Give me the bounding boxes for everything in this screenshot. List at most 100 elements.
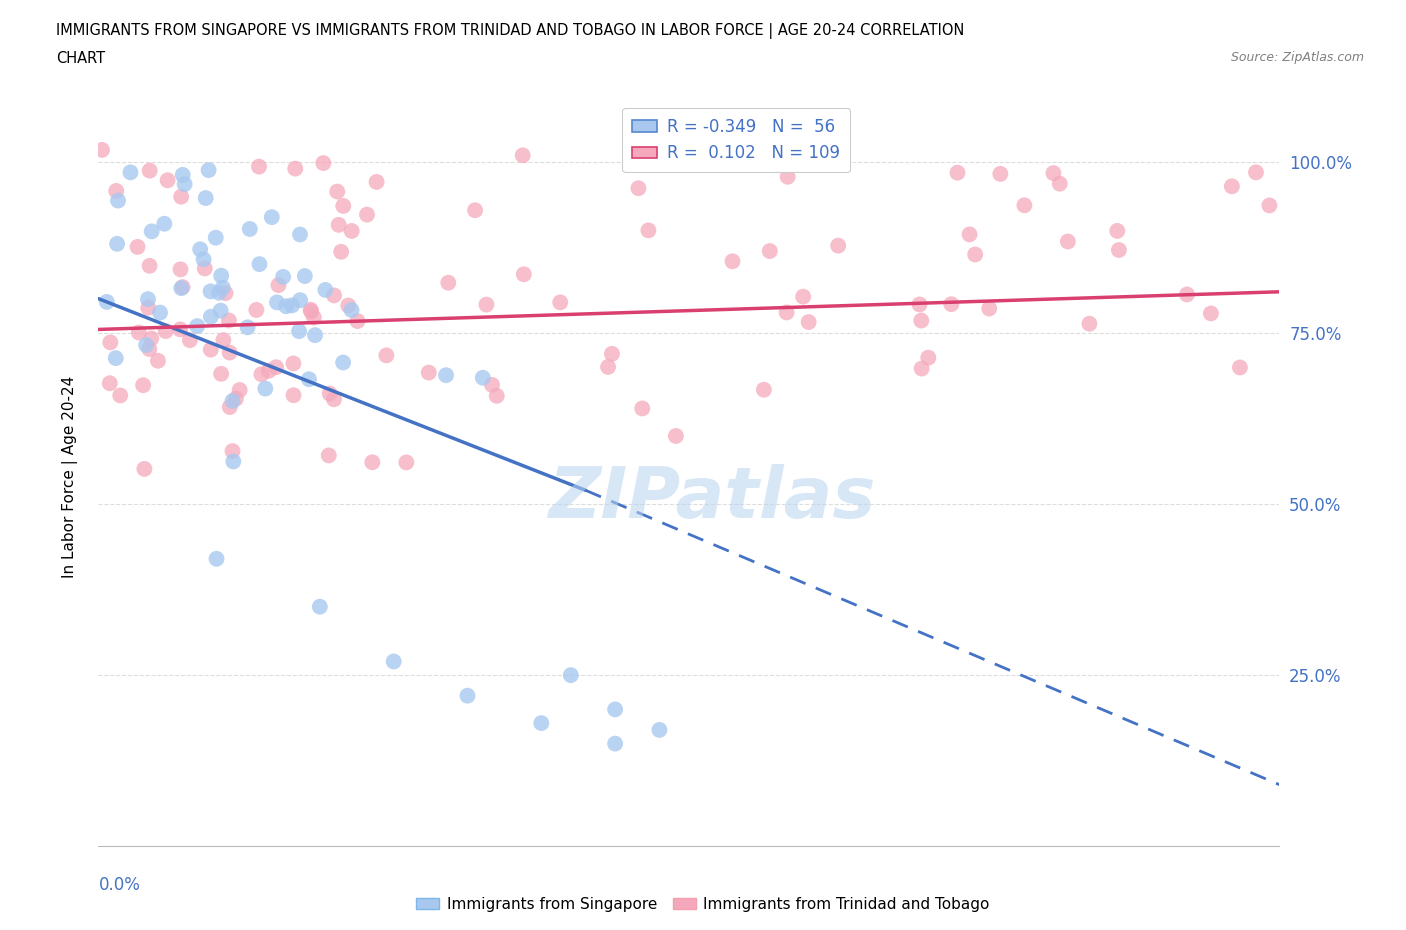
Point [648,723,671,737]
Point [254,381,277,396]
Point [281,298,304,312]
Point [337,298,360,312]
Point [169,322,191,337]
Point [138,163,160,178]
Point [309,599,332,614]
Point [605,702,627,717]
Point [600,346,623,361]
Point [218,345,240,360]
Point [141,224,163,239]
Point [941,297,963,312]
Point [156,173,179,188]
Point [908,297,931,312]
Point [146,353,169,368]
Point [792,289,814,304]
Point [560,668,582,683]
Point [471,370,494,385]
Point [186,319,208,334]
Point [136,292,159,307]
Point [209,268,232,283]
Point [299,302,322,317]
Point [91,142,114,157]
Point [605,737,627,751]
Point [197,163,219,178]
Point [172,167,194,182]
Point [1014,198,1036,213]
Point [236,320,259,335]
Point [127,239,149,254]
Point [188,242,211,257]
Point [267,278,290,293]
Point [284,161,307,176]
Point [299,304,322,319]
Point [135,338,157,352]
Point [481,378,503,392]
Point [946,166,969,180]
Point [155,324,177,339]
Point [134,461,156,476]
Point [221,444,243,458]
Point [457,688,479,703]
Text: 0.0%: 0.0% [98,876,141,894]
Point [132,378,155,392]
Point [752,382,775,397]
Point [107,193,129,208]
Text: ZIPatlas: ZIPatlas [548,464,876,533]
Point [655,144,678,159]
Point [200,342,222,357]
Point [221,393,243,408]
Point [170,281,193,296]
Point [1078,316,1101,331]
Point [211,280,233,295]
Text: IMMIGRANTS FROM SINGAPORE VS IMMIGRANTS FROM TRINIDAD AND TOBAGO IN LABOR FORCE : IMMIGRANTS FROM SINGAPORE VS IMMIGRANTS … [56,23,965,39]
Point [959,227,981,242]
Point [205,551,228,566]
Point [917,351,939,365]
Point [1107,223,1129,238]
Point [323,288,346,303]
Point [120,165,142,179]
Point [665,429,688,444]
Point [264,360,287,375]
Point [512,148,534,163]
Point [759,244,782,259]
Point [212,333,235,348]
Point [214,286,236,300]
Point [332,355,354,370]
Point [266,295,288,310]
Point [204,231,226,246]
Point [318,386,340,401]
Point [1199,306,1222,321]
Point [245,302,267,317]
Point [1056,234,1078,249]
Point [323,392,346,406]
Point [138,341,160,356]
Point [979,301,1001,316]
Point [382,654,405,669]
Point [312,155,335,170]
Point [283,356,305,371]
Point [965,247,987,262]
Point [169,262,191,277]
Y-axis label: In Labor Force | Age 20-24: In Labor Force | Age 20-24 [62,376,77,578]
Point [340,223,363,238]
Point [418,365,440,380]
Point [170,189,193,204]
Point [149,305,172,320]
Point [105,236,128,251]
Point [326,184,349,199]
Point [98,376,121,391]
Point [346,313,368,328]
Point [318,448,340,463]
Point [247,159,270,174]
Point [721,254,744,269]
Point [361,455,384,470]
Point [228,382,250,397]
Point [96,295,118,310]
Point [193,252,215,267]
Point [173,177,195,192]
Point [910,313,932,328]
Point [437,275,460,290]
Point [375,348,398,363]
Point [1042,166,1064,180]
